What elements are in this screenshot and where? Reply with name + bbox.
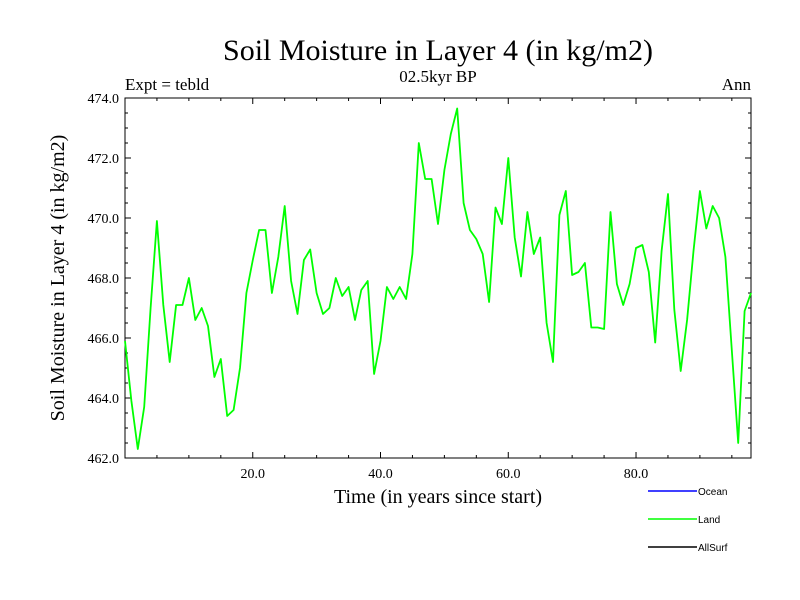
experiment-label: Expt = tebld [125, 75, 210, 94]
period-label: 02.5kyr BP [399, 67, 476, 86]
legend-label-ocean: Ocean [698, 487, 727, 498]
series-layer [124, 107, 752, 450]
x-tick-label: 40.0 [368, 467, 393, 482]
y-tick-label: 474.0 [88, 92, 120, 107]
y-tick-label: 462.0 [88, 452, 120, 467]
plot-frame [124, 97, 752, 459]
y-axis-ticks: 462.0 464.0 466.0 468.0 470.0 472.0 474.0 [88, 92, 751, 467]
x-axis-ticks: 20.0 40.0 60.0 80.0 [156, 98, 733, 482]
series-line-land [124, 107, 752, 450]
legend: Ocean Land AllSurf [648, 487, 728, 554]
x-tick-label: 20.0 [241, 467, 266, 482]
legend-label-land: Land [698, 515, 720, 526]
y-tick-label: 464.0 [88, 392, 120, 407]
season-label: Ann [722, 75, 752, 94]
x-tick-label: 80.0 [624, 467, 649, 482]
legend-label-allsurf: AllSurf [698, 543, 728, 554]
y-tick-label: 466.0 [88, 332, 120, 347]
y-tick-label: 468.0 [88, 272, 120, 287]
chart-title: Soil Moisture in Layer 4 (in kg/m2) [223, 34, 653, 67]
x-tick-label: 60.0 [496, 467, 521, 482]
y-tick-label: 472.0 [88, 152, 120, 167]
x-axis-label: Time (in years since start) [334, 486, 542, 508]
y-tick-label: 470.0 [88, 212, 120, 227]
y-axis-label: Soil Moisture in Layer 4 (in kg/m2) [47, 135, 69, 422]
